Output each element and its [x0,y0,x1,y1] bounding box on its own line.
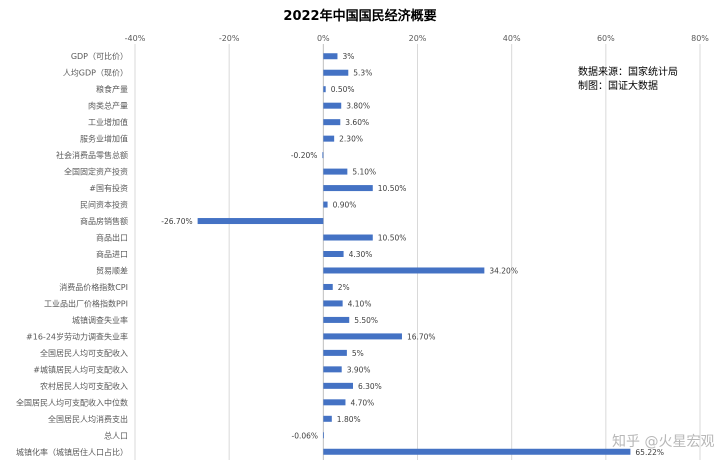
data-label: 6.30% [358,382,382,391]
category-label: 人均GDP（现价） [63,68,128,78]
category-label: 商品出口 [96,233,128,243]
data-labels: 3%5.3%0.50%3.80%3.60%2.30%-0.20%5.10%10.… [161,52,664,457]
bar [197,218,324,225]
x-tick-label: 0% [317,34,330,43]
category-label: #城镇居民人均可支配收入 [33,364,128,374]
x-tick-label: -20% [219,34,240,43]
bar [323,415,332,422]
x-axis-ticks: -40% -20% 0% 20% 40% 60% 80% [125,34,710,43]
bar [323,349,347,356]
data-label: -0.20% [291,151,318,160]
category-label: 肉类总产量 [88,101,128,111]
data-label: 1.80% [337,415,361,424]
bar [323,399,346,406]
category-label: 全国居民人均可支配收入中位数 [16,397,128,407]
category-label: 全国居民人均消费支出 [48,414,128,424]
category-label: 总人口 [104,430,128,440]
bar [323,86,326,93]
bar [323,69,349,76]
data-label: -26.70% [161,217,192,226]
data-label: 4.10% [348,299,372,308]
bar [323,201,328,208]
category-label: 服务业增加值 [80,134,128,144]
bar [323,283,333,290]
bar [323,53,338,60]
category-label: 商品房销售额 [80,216,128,226]
data-label: 4.70% [350,398,374,407]
x-tick-label: 20% [409,34,427,43]
watermark: 知乎 @火星宏观 [612,433,714,450]
x-tick-label: 80% [691,34,709,43]
category-label: 农村居民人均可支配收入 [40,381,128,391]
data-label: 5.3% [353,69,372,78]
data-label: 5% [352,349,364,358]
bar [323,135,335,142]
category-label: #16-24岁劳动力调查失业率 [26,331,128,341]
data-label: 10.50% [378,234,407,243]
bar [323,102,342,109]
bar [323,234,373,241]
data-label: 5.50% [354,316,378,325]
data-label: 4.30% [349,250,373,259]
data-label: 34.20% [489,266,518,275]
x-tick-label: 60% [597,34,615,43]
category-label: 全国居民人均可支配收入 [40,348,128,358]
category-labels: GDP（可比价） 人均GDP（现价） 粮食产量肉类总产量工业增加值服务业增加值社会消… [16,51,128,457]
category-label: 商品进口 [96,249,128,259]
data-label: 3.90% [347,365,371,374]
category-label: 全国固定资产投资 [64,167,128,177]
data-label: 2.30% [339,135,363,144]
bar [323,366,342,373]
grid-lines [134,44,701,460]
category-label: 贸易顺差 [96,265,128,275]
bar [323,119,341,126]
bar [323,448,631,455]
chart-title: 2022年中国国民经济概要 [283,8,436,24]
data-label: -0.06% [292,431,319,440]
bar [323,251,344,257]
data-label: 10.50% [378,184,407,193]
category-label: 工业增加值 [88,117,128,127]
data-label: 0.90% [333,201,357,210]
bar [323,300,343,307]
data-label: 2% [338,283,350,292]
data-label: 65.22% [635,448,664,457]
category-label: 消费品价格指数CPI [59,282,128,292]
category-label: 工业品出厂价格指数PPI [44,298,128,308]
x-tick-label: 40% [503,34,521,43]
data-label: 3.60% [345,118,369,127]
bar [323,168,348,175]
x-tick-label: -40% [125,34,146,43]
data-label: 0.50% [331,85,355,94]
category-label: GDP（可比价） [71,51,128,61]
category-label: #国有投资 [89,183,128,193]
bar [323,382,353,389]
data-label: 5.10% [352,168,376,177]
bar [323,333,402,340]
source-note-line2: 制图：国证大数据 [578,79,658,92]
category-label: 民间资本投资 [80,200,128,210]
data-label: 3.80% [346,102,370,111]
bar [323,432,324,439]
bars [197,53,631,455]
bar [323,185,373,192]
category-label: 城镇调查失业率 [72,315,128,325]
source-note-line1: 数据来源：国家统计局 [578,65,678,78]
bar [323,316,350,323]
bar [322,152,324,159]
category-label: 粮食产量 [96,84,128,94]
bar [323,267,485,274]
data-label: 16.70% [407,332,436,341]
category-label: 城镇化率（城镇居住人口占比） [16,447,128,457]
data-label: 3% [342,52,354,61]
category-label: 社会消费品零售总额 [56,150,128,160]
